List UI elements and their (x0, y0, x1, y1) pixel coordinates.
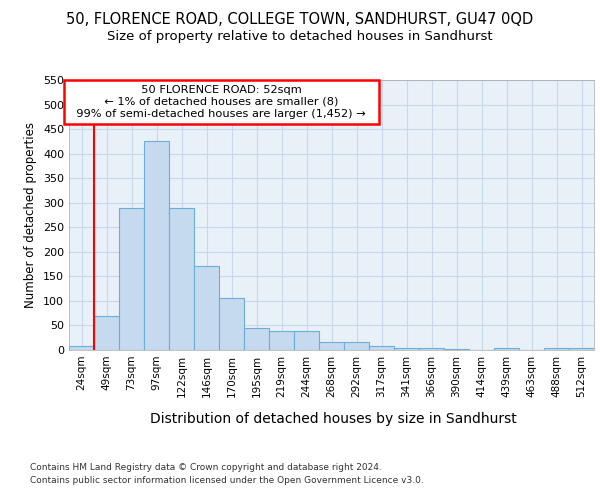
Bar (569, 348, 594, 350)
Bar (294, 332, 319, 350)
Bar (344, 342, 369, 350)
Bar (169, 208, 194, 350)
Bar (369, 346, 394, 350)
Text: Contains HM Land Registry data © Crown copyright and database right 2024.: Contains HM Land Registry data © Crown c… (30, 462, 382, 471)
Bar (544, 348, 569, 350)
Bar (194, 266, 219, 350)
Bar (269, 332, 294, 350)
Text: Distribution of detached houses by size in Sandhurst: Distribution of detached houses by size … (149, 412, 517, 426)
Bar (94, 316, 119, 350)
Text: Contains public sector information licensed under the Open Government Licence v3: Contains public sector information licen… (30, 476, 424, 485)
Text: 50, FLORENCE ROAD, COLLEGE TOWN, SANDHURST, GU47 0QD: 50, FLORENCE ROAD, COLLEGE TOWN, SANDHUR… (67, 12, 533, 28)
Bar (494, 348, 519, 350)
Bar (444, 349, 469, 350)
Bar (144, 142, 169, 350)
Bar (69, 346, 94, 350)
Bar (119, 208, 144, 350)
Y-axis label: Number of detached properties: Number of detached properties (25, 122, 37, 308)
Bar (244, 328, 269, 350)
Bar (319, 342, 344, 350)
Text: 50 FLORENCE ROAD: 52sqm  
  ← 1% of detached houses are smaller (8)  
  99% of s: 50 FLORENCE ROAD: 52sqm ← 1% of detached… (70, 86, 373, 118)
Bar (394, 348, 419, 350)
Bar (219, 298, 244, 350)
Bar (419, 348, 444, 350)
Text: Size of property relative to detached houses in Sandhurst: Size of property relative to detached ho… (107, 30, 493, 43)
